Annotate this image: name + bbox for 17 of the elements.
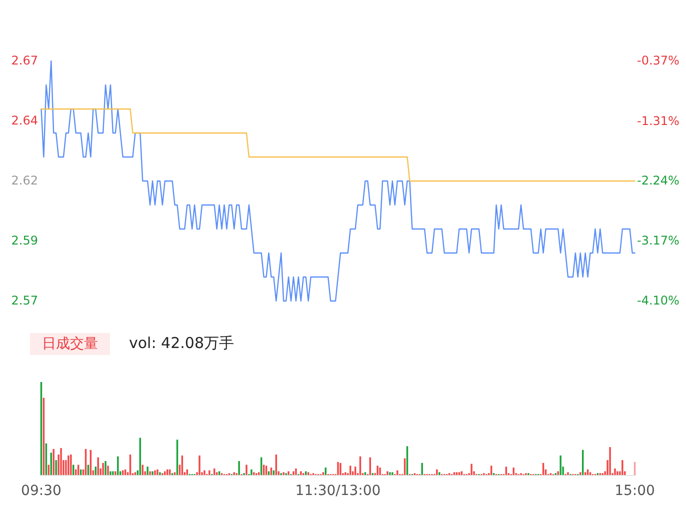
chart-title: 日成交量: [42, 336, 98, 352]
y2-tick-label: -4.10%: [637, 293, 680, 308]
x-tick-label: 09:30: [21, 483, 62, 499]
x-tick-label: 15:00: [614, 483, 655, 499]
y2-tick-label: -2.24%: [637, 174, 680, 188]
y-tick-label: 2.64: [11, 113, 38, 128]
y2-tick-label: -1.31%: [637, 114, 680, 128]
y2-tick-label: -0.37%: [637, 53, 680, 68]
y-tick-label: 2.59: [11, 233, 38, 248]
y2-tick-label: -3.17%: [637, 233, 680, 248]
line-series: [40, 60, 636, 302]
y-tick-label: 2.62: [11, 173, 38, 188]
chart-subtitle: vol: 42.08万手: [129, 334, 234, 352]
x-tick-label: 11:30/13:00: [295, 483, 381, 499]
y-tick-label: 2.57: [11, 293, 38, 308]
y-tick-label: 2.67: [11, 53, 38, 68]
line-series: [40, 108, 636, 182]
